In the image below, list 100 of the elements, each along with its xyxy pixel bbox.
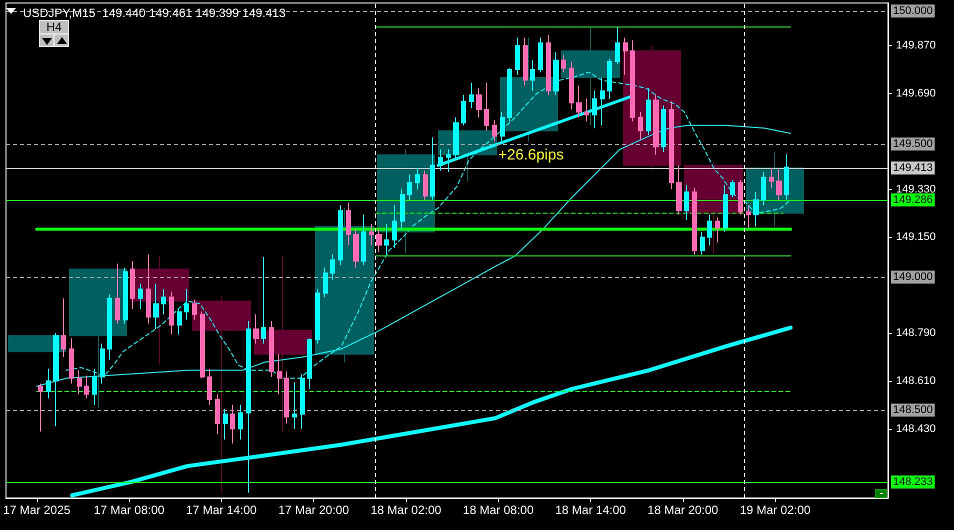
candlestick: [423, 170, 428, 200]
candlestick: [615, 26, 620, 65]
candlestick: [207, 368, 212, 406]
ref-line-label: 148.233: [893, 476, 933, 488]
candlestick: [676, 164, 682, 216]
candlestick: [453, 116, 459, 161]
candlestick: [515, 37, 520, 76]
candlestick: [769, 168, 774, 188]
timeframe-button: H4: [39, 20, 69, 34]
candlestick: [738, 179, 743, 216]
candlestick: [638, 112, 643, 141]
candlestick: [400, 188, 405, 230]
candlestick: [69, 338, 74, 384]
candlestick: [238, 404, 243, 440]
candlestick: [715, 216, 720, 244]
y-tick-label: 149.690: [896, 87, 936, 100]
y-tick-label: 148.790: [896, 327, 936, 339]
candlestick: [315, 288, 320, 344]
candlestick: [684, 184, 689, 220]
candlestick: [84, 375, 89, 399]
candlestick: [753, 191, 759, 228]
candlestick: [623, 37, 628, 76]
candlestick: [776, 168, 782, 200]
candlestick: [415, 168, 420, 190]
candlestick: [253, 314, 259, 344]
annotation: +26.6pips: [498, 146, 564, 164]
candlestick: [630, 40, 635, 122]
candlestick: [192, 299, 197, 320]
candlestick: [146, 254, 151, 324]
candlestick: [338, 204, 343, 266]
candlestick: [215, 394, 220, 435]
x-tick-label: 17 Mar 20:00: [278, 503, 350, 517]
candlestick: [269, 320, 274, 378]
candlestick: [61, 298, 66, 358]
x-tick-label: 17 Mar 14:00: [186, 503, 258, 517]
candlestick: [653, 94, 659, 156]
candlestick: [576, 85, 582, 118]
candlestick: [115, 263, 120, 324]
candlestick: [523, 37, 528, 86]
ref-line-label: 148.500: [893, 404, 933, 416]
candlestick: [330, 254, 335, 280]
candlestick: [123, 267, 128, 324]
candlestick: [407, 174, 412, 200]
candlestick: [169, 291, 174, 335]
candlestick: [177, 308, 182, 335]
candlestick: [669, 100, 674, 190]
candlestick: [284, 371, 289, 424]
candlestick: [500, 112, 505, 142]
candlestick: [730, 179, 735, 198]
candlestick: [77, 370, 82, 395]
candlestick: [184, 288, 189, 320]
candlestick: [538, 37, 543, 73]
candlestick: [723, 184, 728, 232]
candlestick: [746, 204, 751, 228]
candlestick: [700, 231, 705, 255]
candlestick: [761, 171, 766, 206]
candlestick: [707, 214, 712, 246]
candlestick: [153, 283, 159, 330]
candlestick: [384, 223, 389, 255]
candlestick: [223, 408, 228, 440]
candlestick: [561, 54, 566, 73]
candlestick: [107, 294, 112, 360]
x-tick-label: 18 Mar 02:00: [370, 503, 442, 517]
candlestick: [492, 120, 497, 142]
chart-title: USDJPY,M15 149.440 149.461 149.399 149.413: [23, 6, 286, 20]
y-tick-label: 149.870: [896, 40, 936, 52]
y-tick-label: 148.610: [896, 374, 936, 387]
candlestick: [369, 223, 374, 246]
x-tick-label: 17 Mar 08:00: [94, 503, 165, 517]
candlestick: [161, 288, 166, 315]
candlestick: [346, 202, 351, 246]
candlestick: [323, 267, 328, 298]
candlestick: [584, 98, 589, 122]
candlestick: [469, 82, 474, 109]
candlestick: [292, 382, 297, 430]
candlestick: [277, 354, 282, 395]
candlestick: [200, 311, 205, 379]
candlestick: [461, 94, 466, 126]
candlestick: [546, 34, 551, 96]
ref-line-label: 150.000: [893, 4, 933, 17]
ref-line-label: 149.286: [893, 194, 933, 206]
y-tick-label: 149.150: [896, 231, 936, 244]
candlestick: [392, 204, 397, 248]
candlestick: [530, 60, 535, 92]
candlestick: [784, 154, 789, 200]
x-tick-label: 18 Mar 14:00: [555, 503, 626, 517]
x-tick-label: 19 Mar 02:00: [740, 503, 811, 517]
candlestick: [138, 283, 143, 310]
candlestick: [484, 82, 489, 132]
x-tick-label: 18 Mar 20:00: [648, 503, 719, 517]
ref-line-label: 149.413: [893, 162, 933, 174]
candlestick: [569, 61, 574, 110]
candlestick: [692, 187, 697, 255]
candlestick: [38, 383, 43, 432]
candlestick: [230, 404, 235, 444]
candlestick: [361, 214, 366, 266]
candlestick: [476, 88, 482, 118]
candlestick: [353, 228, 359, 268]
y-tick-label: 148.430: [896, 422, 936, 435]
x-tick-label: 18 Mar 08:00: [462, 503, 534, 517]
